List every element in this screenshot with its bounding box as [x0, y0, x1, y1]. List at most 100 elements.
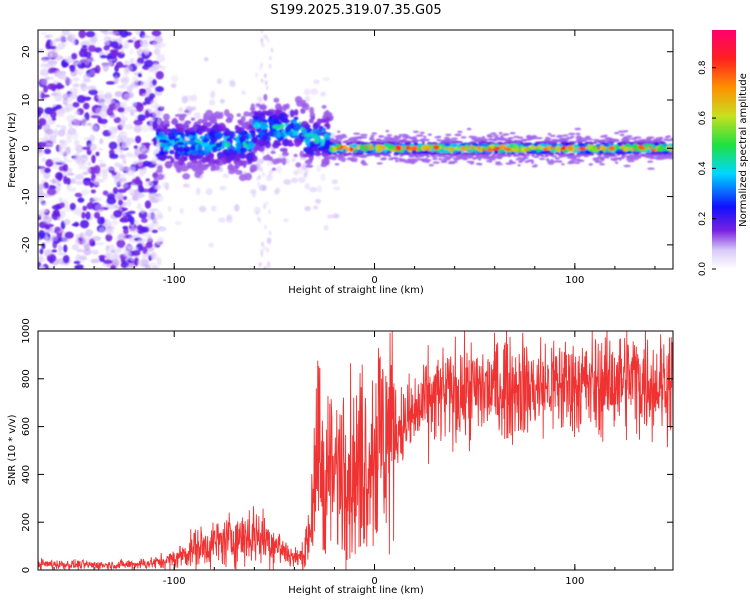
heatmap-cell-2842 — [547, 132, 552, 136]
heatmap-cell-1795 — [273, 97, 280, 103]
heatmap-cell-1132 — [236, 113, 242, 117]
heatmap-cell-670 — [85, 166, 91, 174]
heatmap-cell-2712 — [526, 159, 534, 162]
heatmap-cell-845 — [38, 124, 43, 130]
heatmap-cell-3015 — [412, 130, 419, 133]
heatmap-cell-3349 — [604, 148, 611, 153]
heatmap-cell-3387 — [645, 139, 649, 143]
heatmap-cell-2817 — [531, 154, 535, 157]
heatmap-cell-1070 — [267, 209, 271, 215]
heatmap-cell-2210 — [552, 155, 557, 158]
heatmap-cell-2805 — [463, 153, 470, 156]
heatmap-cell-1762 — [326, 123, 331, 130]
heatmap-cell-3370 — [494, 150, 499, 154]
heatmap-cell-3049 — [416, 151, 422, 155]
heatmap-cell-2623 — [398, 133, 403, 137]
heatmap-cell-3192 — [410, 140, 419, 144]
heatmap-cell-1014 — [304, 183, 310, 190]
heatmap-cell-1124 — [269, 160, 273, 166]
heatmap-cell-1580 — [215, 113, 222, 120]
heatmap-cell-1824 — [193, 123, 198, 132]
heatmap-cell-3231 — [378, 135, 385, 138]
heatmap-cell-188 — [117, 188, 127, 193]
heatmap-cell-2354 — [539, 157, 546, 161]
heatmap-cell-1113 — [258, 262, 262, 268]
heatmap-cell-1538 — [184, 109, 190, 113]
heatmap-cell-626 — [80, 117, 87, 125]
heatmap-cell-751 — [78, 49, 88, 58]
heatmap-cell-3407 — [526, 137, 535, 141]
heatmap-cell-1790 — [248, 118, 254, 124]
heatmap-cell-53 — [133, 124, 142, 133]
heatmap-cell-3065 — [419, 139, 426, 142]
heatmap-cell-3411 — [466, 148, 474, 153]
heatmap-cell-1196 — [293, 153, 298, 158]
heatmap-cell-608 — [85, 30, 96, 38]
heatmap-cell-3187 — [481, 136, 486, 139]
heatmap-cell-1009 — [326, 214, 335, 219]
heatmap-cell-3425 — [577, 138, 582, 141]
heatmap-cell-3209 — [420, 158, 429, 161]
heatmap-cell-2997 — [328, 155, 336, 158]
colorbar-tick-label-2: 0.4 — [698, 161, 708, 176]
heatmap-cell-4 — [69, 178, 76, 184]
heatmap-cell-2959 — [469, 162, 475, 165]
heatmap-cell-819 — [104, 252, 111, 260]
heatmap-cell-2894 — [445, 152, 451, 156]
heatmap-cell-1805 — [165, 123, 170, 128]
heatmap-cell-3103 — [632, 151, 640, 155]
heatmap-cell-1055 — [313, 79, 320, 85]
heatmap-cell-678 — [137, 73, 142, 78]
heatmap-cell-782 — [88, 44, 96, 53]
heatmap-cell-3401 — [498, 148, 506, 153]
heatmap-cell-843 — [128, 187, 135, 196]
heatmap-cell-602 — [118, 177, 127, 183]
heatmap-cell-1773 — [260, 121, 268, 130]
heatmap-cell-572 — [91, 241, 96, 247]
heatmap-cell-1005 — [275, 165, 283, 174]
heatmap-cell-2469 — [567, 132, 576, 136]
heatmap-cell-832 — [108, 141, 118, 150]
heatmap-cell-688 — [63, 219, 71, 225]
heatmap-cell-2876 — [519, 152, 526, 156]
heatmap-cell-1010 — [208, 242, 215, 248]
heatmap-cell-3101 — [592, 138, 600, 142]
colorbar-ticks: 0.0 0.2 0.4 0.6 0.8 — [698, 60, 716, 276]
heatmap-cell-634 — [62, 163, 69, 172]
heatmap-cell-3357 — [507, 141, 514, 144]
heatmap-cell-657 — [122, 196, 128, 201]
heatmap-cell-616 — [56, 252, 67, 256]
heatmap-cell-1021 — [313, 205, 319, 210]
heatmap-cell-1369 — [270, 150, 276, 155]
heatmap-cell-3245 — [515, 154, 520, 157]
heatmap-cell-1065 — [268, 63, 272, 69]
heatmap-cell-948 — [320, 173, 326, 182]
heatmap-cell-309 — [143, 59, 154, 68]
heatmap-cell-806 — [137, 238, 147, 243]
heatmap-cell-430 — [141, 232, 149, 238]
heatmap-cell-1635 — [301, 129, 308, 134]
heatmap-cell-986 — [275, 187, 281, 194]
heatmap-cell-3381 — [551, 140, 560, 143]
heatmap-cell-1047 — [222, 173, 230, 178]
heatmap-cell-533 — [75, 66, 84, 76]
heatmap-cell-1075 — [264, 80, 268, 86]
heatmap-cell-1112 — [260, 241, 264, 247]
heatmap-cell-1681 — [164, 146, 171, 150]
heatmap-cell-713 — [60, 141, 68, 147]
heatmap-cell-1059 — [229, 79, 236, 86]
heatmap-cell-671 — [51, 249, 58, 253]
heatmap-cell-946 — [316, 165, 322, 173]
heatmap-cell-844 — [121, 77, 129, 86]
heatmap-cell-2542 — [330, 137, 335, 141]
heatmap-cell-916 — [219, 98, 225, 104]
heatmap-cell-3404 — [360, 161, 365, 164]
heatmap-cell-496 — [125, 169, 135, 177]
heatmap-cell-3310 — [577, 148, 581, 153]
heatmap-cell-1767 — [188, 135, 194, 139]
heatmap-cell-2600 — [385, 139, 391, 142]
heatmap-cell-3311 — [474, 149, 479, 154]
heatmap-cell-3399 — [608, 141, 613, 144]
heatmap-cell-656 — [87, 143, 98, 152]
heatmap-cell-710 — [83, 177, 92, 181]
